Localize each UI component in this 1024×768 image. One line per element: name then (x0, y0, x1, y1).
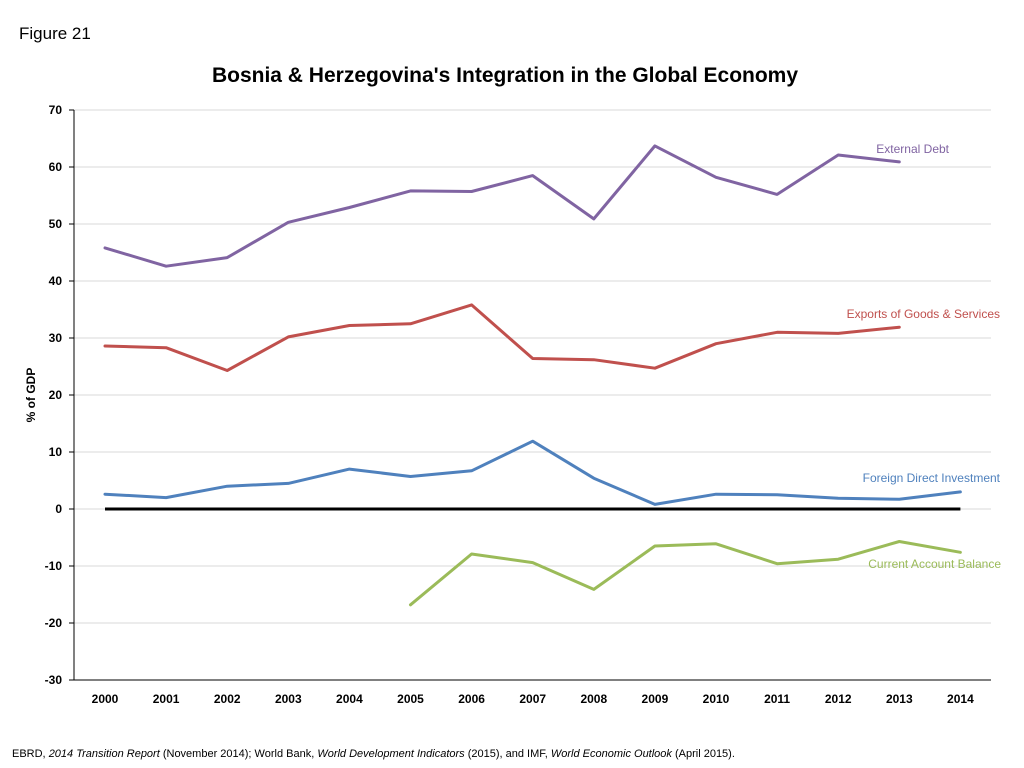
x-tick-label: 2008 (580, 692, 607, 706)
x-tick-label: 2000 (92, 692, 119, 706)
line-chart: -30 -20 -10 0 10 20 30 40 50 60 70 2000 2001 2002 2003… (24, 103, 1002, 706)
y-axis-title: % of GDP (24, 368, 38, 423)
figure-label: Figure 21 (19, 24, 91, 43)
y-tick-label: 60 (49, 160, 63, 174)
source-part: (April 2015). (671, 748, 735, 760)
x-tick-label: 2006 (458, 692, 485, 706)
series-labels: External Debt Exports of Goods & Services… (847, 142, 1002, 571)
series-line-current-account-balance (409, 540, 962, 607)
series-label: Current Account Balance (868, 557, 1001, 571)
y-tick-label: -10 (45, 559, 63, 573)
series-label: Foreign Direct Investment (863, 471, 1001, 485)
y-tick-label: 70 (49, 103, 63, 117)
series-line-external-debt (103, 144, 901, 268)
x-tick-label: 2013 (886, 692, 913, 706)
x-tick-label: 2003 (275, 692, 302, 706)
x-tick-label: 2011 (764, 692, 790, 706)
x-tick-label: 2004 (336, 692, 363, 706)
x-tick-label: 2002 (214, 692, 241, 706)
source-part: 2014 Transition Report (48, 748, 160, 760)
series-lines (103, 144, 962, 607)
gridlines (74, 109, 991, 624)
y-tick-label: -20 (45, 616, 63, 630)
series-line-foreign-direct-investment (103, 439, 962, 506)
series-label: External Debt (876, 142, 949, 156)
x-tick-label: 2005 (397, 692, 424, 706)
y-tick-label: 30 (49, 331, 63, 345)
axes: -30 -20 -10 0 10 20 30 40 50 60 70 2000 2001 2002 2003… (45, 103, 991, 706)
source-part: (November 2014); World Bank, (159, 748, 318, 760)
x-tick-label: 2007 (519, 692, 546, 706)
chart-title: Bosnia & Herzegovina's Integration in th… (211, 64, 799, 87)
series-label: Exports of Goods & Services (847, 307, 1000, 321)
x-tick-label: 2010 (703, 692, 730, 706)
y-tick-label: 0 (55, 502, 62, 516)
source-part: EBRD, (12, 748, 49, 760)
y-tick-label: 50 (49, 217, 63, 231)
x-tick-label: 2009 (642, 692, 669, 706)
y-tick-label: 40 (49, 274, 63, 288)
x-tick-label: 2012 (825, 692, 852, 706)
y-tick-label: 10 (49, 445, 63, 459)
series-line-exports-of-goods-services (103, 303, 901, 372)
source-note: EBRD, 2014 Transition Report (November 2… (12, 748, 735, 760)
source-part: World Economic Outlook (550, 748, 672, 760)
y-tick-label: 20 (49, 388, 63, 402)
y-tick-label: -30 (45, 673, 63, 687)
x-tick-label: 2001 (153, 692, 180, 706)
x-tick-label: 2014 (947, 692, 974, 706)
source-part: (2015), and IMF, (464, 748, 551, 760)
source-part: World Development Indicators (317, 748, 465, 760)
